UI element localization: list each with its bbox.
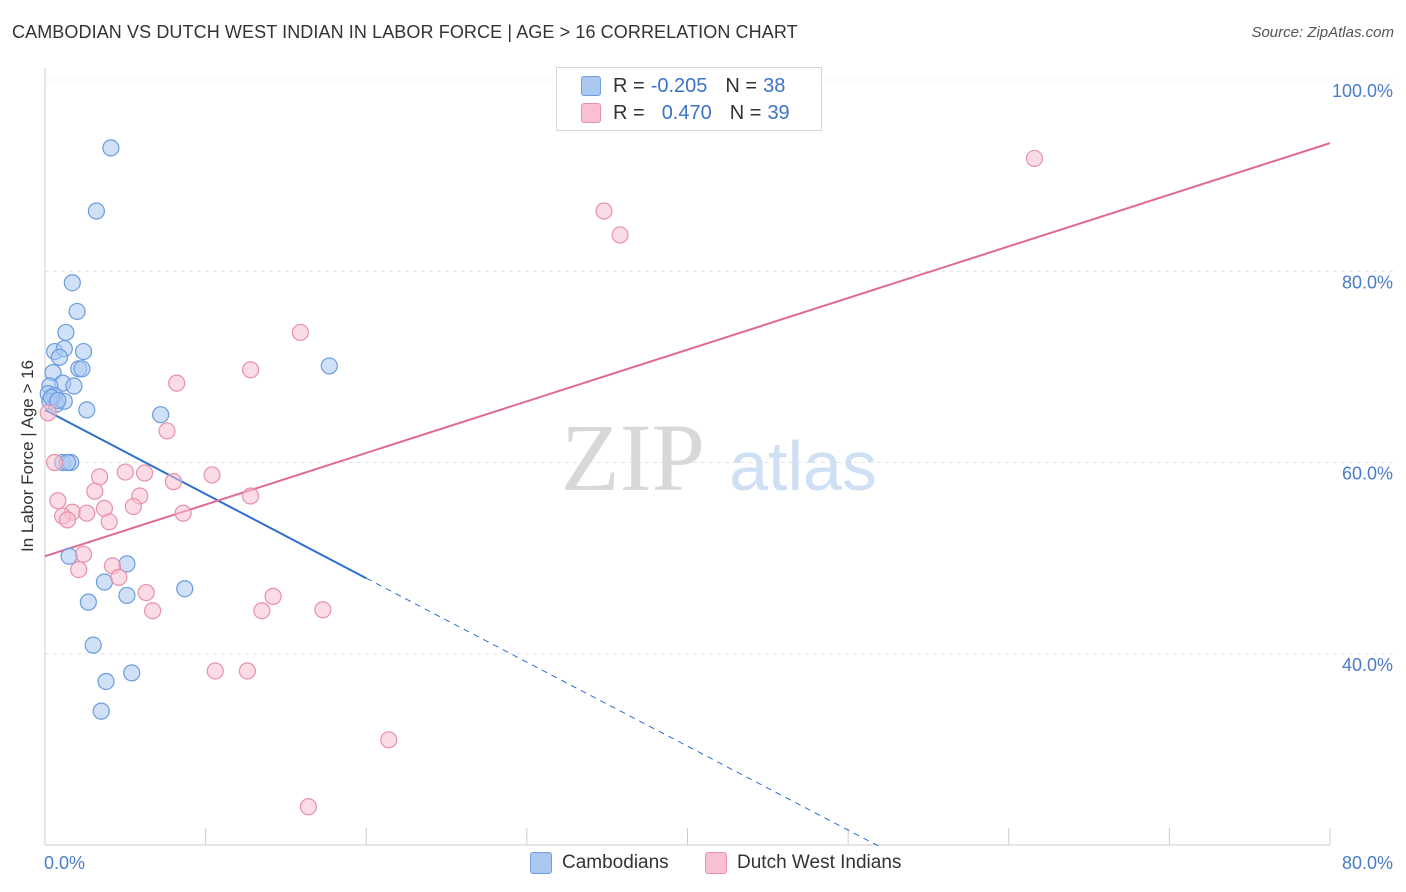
dutch-west-indian-point [46, 453, 64, 472]
dutch-west-indian-point [611, 226, 629, 244]
cambodian-point [49, 391, 67, 409]
chart-title: CAMBODIAN VS DUTCH WEST INDIAN IN LABOR … [12, 22, 798, 42]
cambodian-point [65, 377, 83, 395]
series-swatch-dutch-west-indians [705, 852, 727, 874]
legend-r-value: 0.470 [661, 101, 712, 124]
dutch-west-indian-point [242, 361, 260, 379]
dutch-west-indian-point [49, 492, 67, 510]
x-tick-label: 80.0% [1342, 853, 1393, 873]
y-tick-label: 60.0% [1342, 464, 1393, 484]
cambodian-point [123, 664, 141, 682]
dutch-west-indian-point [253, 602, 271, 620]
series-swatch-cambodians [530, 852, 552, 874]
dutch-west-indian-point [91, 468, 109, 486]
dutch-west-indian-point [314, 601, 332, 619]
cambodian-point [320, 357, 338, 375]
dutch-west-indian-point [74, 545, 93, 563]
dutch-west-indian-point [137, 583, 155, 602]
dutch-west-indian-point [264, 587, 282, 605]
cambodian-point [118, 586, 136, 605]
series-legend-cambodians: Cambodians [530, 852, 669, 874]
dutch-west-indian-trend-line [44, 142, 1331, 558]
series-label-cambodians: Cambodians [562, 852, 669, 873]
legend-r-value: -0.205 [650, 74, 708, 97]
series-label-dutch-west-indians: Dutch West Indians [737, 852, 902, 873]
legend-n-label: N = [729, 101, 762, 124]
cambodian-point [50, 348, 69, 366]
dutch-west-indian-point [135, 464, 154, 482]
dutch-west-indian-point [58, 511, 77, 529]
dutch-west-indian-point [595, 202, 613, 220]
legend-row-dutch-west-indians: R = 0.470 N = 39 [581, 101, 790, 125]
cambodian-trend-extension [366, 577, 881, 848]
dutch-west-indian-point [299, 798, 318, 816]
dutch-west-indian-point [291, 323, 309, 342]
series-legend-dutch-west-indians: Dutch West Indians [705, 852, 901, 874]
dutch-west-indian-point [100, 513, 118, 531]
legend-swatch-cambodians [581, 76, 601, 96]
legend-r-label: R = [613, 101, 645, 124]
trend-lines [44, 142, 1331, 848]
y-tick-label: 100.0% [1332, 81, 1393, 101]
cambodian-point [74, 342, 93, 361]
dutch-west-indian-point [238, 662, 256, 680]
cambodian-point [63, 274, 81, 292]
dutch-west-indian-point [124, 497, 142, 516]
legend-n-label: N = [725, 74, 758, 97]
watermark: ZIP atlas [561, 404, 877, 511]
dutch-west-indian-point [380, 731, 398, 749]
legend-swatch-dutch-west-indians [581, 103, 601, 123]
dutch-west-indian-point [86, 482, 104, 500]
axes [44, 68, 1331, 846]
source-label: Source: ZipAtlas.com [1251, 24, 1394, 41]
cambodian-point [92, 702, 110, 720]
cambodian-point [79, 593, 97, 611]
dutch-west-indian-point [39, 404, 57, 422]
x-tick-label: 0.0% [44, 853, 85, 873]
dutch-west-indian-point [144, 602, 162, 620]
dutch-west-indian-point [206, 662, 224, 680]
watermark-zip: ZIP [561, 404, 705, 511]
cambodian-point [97, 672, 115, 691]
y-tick-label: 80.0% [1342, 272, 1393, 292]
legend-n-value: 38 [763, 74, 786, 97]
dutch-west-indian-point [168, 374, 186, 392]
dutch-west-indian-point [78, 504, 96, 522]
cambodian-point [68, 302, 86, 321]
dutch-west-indian-point [116, 463, 134, 481]
tick-labels: 40.0% 60.0% 80.0% 100.0% 0.0% 80.0% [44, 81, 1393, 873]
cambodian-point [176, 580, 194, 598]
dutch-west-indian-point [203, 466, 221, 484]
cambodian-point [95, 573, 114, 591]
y-tick-label: 40.0% [1342, 655, 1393, 675]
legend-r-label: R = [613, 74, 645, 97]
cambodian-point [84, 636, 102, 654]
dutch-west-indian-point [110, 568, 128, 586]
cambodian-point [57, 323, 75, 342]
cambodian-point [73, 360, 91, 378]
y-axis-label: In Labor Force | Age > 16 [18, 360, 37, 552]
cambodian-point [87, 202, 106, 220]
cambodian-point [102, 139, 120, 157]
legend-n-value: 39 [767, 101, 790, 124]
dutch-west-indian-point [158, 422, 176, 440]
data-points [39, 139, 1044, 816]
series-legend: Cambodians Dutch West Indians [0, 852, 1406, 878]
watermark-atlas: atlas [729, 427, 877, 505]
cambodian-trend-line [44, 409, 367, 580]
dutch-west-indian-point [242, 487, 260, 505]
legend-row-cambodians: R = -0.205 N = 38 [581, 74, 785, 98]
dutch-west-indian-point [164, 473, 183, 491]
dutch-west-indian-point [1025, 149, 1044, 168]
cambodian-point [78, 401, 96, 419]
legend: R = -0.205 N = 38 R = 0.470 N = 39 [556, 67, 822, 131]
dutch-west-indian-point [70, 560, 88, 579]
cambodian-point [60, 547, 78, 565]
dutch-west-indian-point [174, 504, 192, 522]
cambodian-point [152, 406, 170, 424]
